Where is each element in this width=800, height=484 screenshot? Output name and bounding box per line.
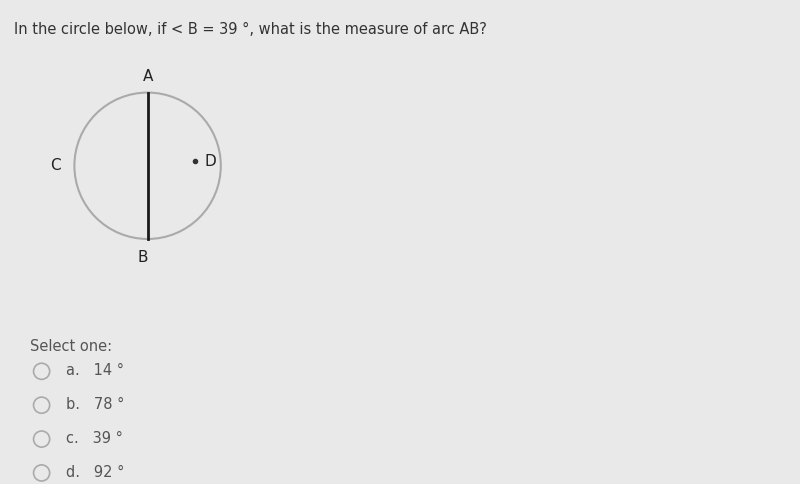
Text: B: B — [138, 250, 149, 265]
Text: In the circle below, if < B = 39 °, what is the measure of arc AB?: In the circle below, if < B = 39 °, what… — [14, 22, 487, 37]
Text: D: D — [204, 154, 216, 169]
Text: c.   39 °: c. 39 ° — [66, 431, 122, 446]
Text: A: A — [142, 69, 153, 84]
Text: a.   14 °: a. 14 ° — [66, 363, 124, 378]
Text: d.   92 °: d. 92 ° — [66, 465, 124, 480]
Text: b.   78 °: b. 78 ° — [66, 397, 124, 412]
Text: Select one:: Select one: — [30, 339, 113, 354]
Text: C: C — [50, 158, 61, 173]
